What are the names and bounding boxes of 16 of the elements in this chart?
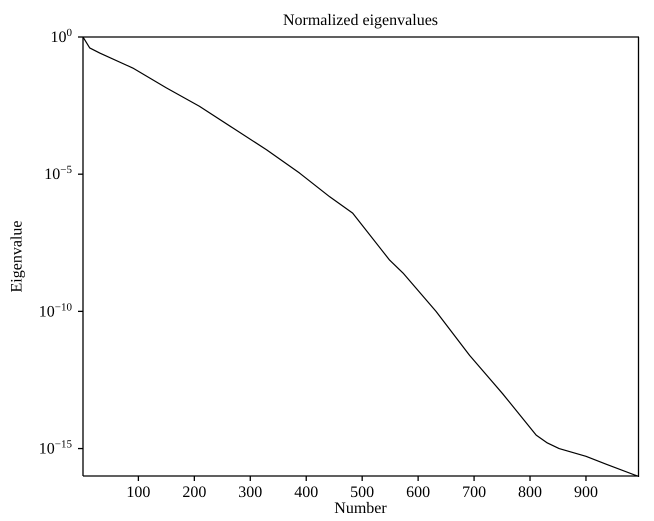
x-axis-title: Number bbox=[334, 500, 388, 517]
x-tick-label: 200 bbox=[182, 484, 206, 501]
x-tick-label: 800 bbox=[518, 484, 542, 501]
y-tick-label: 10$^{−5}$ bbox=[44, 164, 72, 184]
x-tick-label: 300 bbox=[238, 484, 262, 501]
x-tick-label: 500 bbox=[350, 484, 374, 501]
y-tick-label: 10$^{−15}$ bbox=[38, 438, 72, 458]
x-tick-label: 900 bbox=[574, 484, 598, 501]
chart-title: Normalized eigenvalues bbox=[282, 12, 440, 30]
x-tick-label: 400 bbox=[294, 484, 318, 501]
x-tick-label: 600 bbox=[406, 484, 430, 501]
x-tick-label: 700 bbox=[462, 484, 486, 501]
y-tick-label: 10$^{0}$ bbox=[50, 27, 72, 46]
y-axis-title: Eigenvalue bbox=[8, 220, 26, 292]
y-tick-label: 10$^{−10}$ bbox=[38, 301, 72, 320]
x-tick-label: 100 bbox=[126, 484, 150, 501]
